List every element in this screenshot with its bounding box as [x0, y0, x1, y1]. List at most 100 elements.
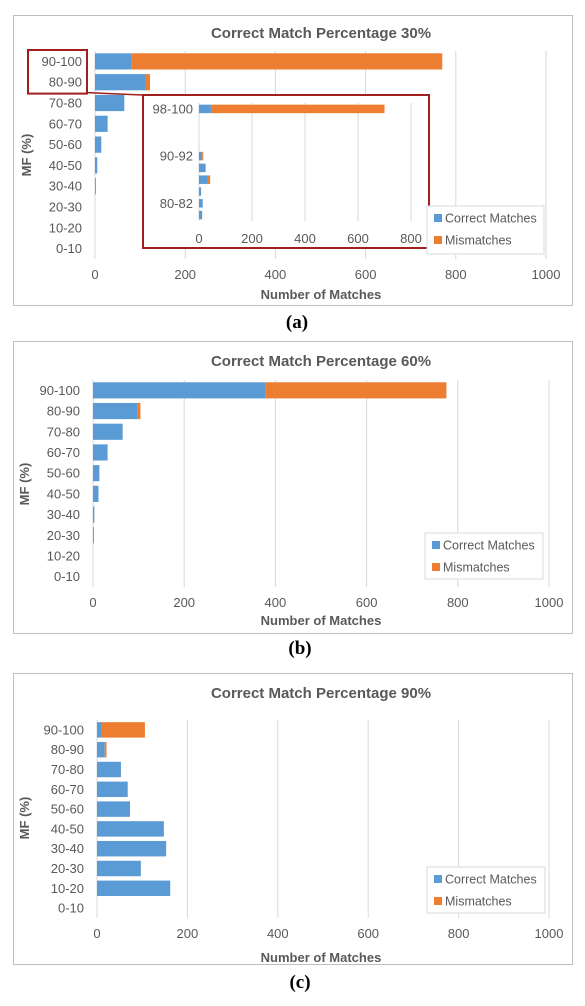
inset-correct-bar [199, 175, 208, 184]
legend-box [426, 866, 546, 914]
y-axis-title: MF (%) [17, 463, 32, 506]
legend-swatch [434, 897, 442, 905]
y-tick-label: 90-100 [44, 722, 84, 737]
inset-y-tick-label: 98-100 [153, 101, 193, 116]
correct-bar-50-60 [95, 136, 102, 153]
x-tick-label: 0 [93, 926, 100, 941]
correct-bar-80-90 [93, 402, 138, 420]
y-tick-label: 50-60 [51, 802, 84, 817]
x-axis-title: Number of Matches [261, 287, 382, 302]
correct-bar-50-60 [93, 465, 100, 482]
y-tick-label: 80-90 [51, 742, 84, 757]
mismatch-bar-90-100 [265, 382, 447, 399]
x-tick-label: 1000 [535, 926, 564, 941]
correct-bar-90-100 [97, 722, 102, 738]
y-tick-label: 60-70 [49, 116, 82, 131]
chart-0: Correct Match Percentage 30% 0 200 400 600 80… [13, 15, 573, 306]
correct-bar-30-40 [95, 178, 96, 195]
inset-frame [142, 94, 430, 249]
y-tick-label: 10-20 [47, 548, 80, 563]
legend-swatch [434, 236, 442, 244]
inset-mismatch-bar [202, 151, 204, 161]
y-tick-label: 10-20 [49, 220, 82, 235]
correct-bar-30-40 [93, 506, 95, 523]
x-tick-label: 0 [91, 267, 98, 282]
y-tick-label: 70-80 [47, 424, 80, 439]
inset-connector [86, 91, 144, 96]
y-tick-label: 60-70 [47, 445, 80, 460]
correct-bar-70-80 [93, 423, 123, 440]
y-tick-label: 70-80 [49, 96, 82, 111]
x-tick-label: 400 [267, 926, 289, 941]
y-axis-title: MF (%) [19, 134, 34, 177]
mismatch-bar-80-90 [145, 74, 151, 91]
y-tick-label: 30-40 [49, 179, 82, 194]
x-tick-label: 800 [445, 267, 467, 282]
x-tick-label: 200 [174, 267, 196, 282]
y-tick-label: 20-30 [51, 861, 84, 876]
inset-chart: 0 200 400 600 800 98-100 90-92 80-82 [27, 49, 430, 249]
y-tick-label: 10-20 [51, 881, 84, 896]
correct-bar-70-80 [95, 94, 125, 112]
x-axis-title: Number of Matches [261, 950, 382, 965]
correct-bar-80-90 [97, 741, 105, 758]
y-tick-label: 30-40 [51, 841, 84, 856]
y-tick-label: 20-30 [49, 200, 82, 215]
correct-bar-20-30 [97, 860, 141, 877]
correct-bar-90-100 [95, 53, 132, 70]
correct-bar-40-50 [97, 821, 164, 837]
legend-swatch [432, 541, 440, 549]
correct-bar-80-90 [95, 74, 146, 91]
legend-label: Mismatches [445, 895, 512, 909]
x-tick-label: 200 [177, 926, 199, 941]
chart-title: Correct Match Percentage 60% [211, 353, 431, 370]
correct-bar-50-60 [97, 801, 130, 817]
inset-x-tick-label: 800 [400, 231, 422, 246]
mismatch-bar-80-90 [104, 741, 107, 758]
legend-label: Correct Matches [445, 873, 537, 887]
y-tick-label: 90-100 [40, 383, 80, 398]
x-tick-label: 400 [265, 267, 287, 282]
mismatch-bar-90-100 [101, 722, 145, 738]
highlight-box [27, 49, 88, 95]
x-tick-label: 600 [357, 926, 379, 941]
y-tick-label: 80-90 [47, 404, 80, 419]
correct-bar-90-100 [93, 382, 266, 399]
inset-correct-bar [199, 199, 203, 208]
inset-y-tick-label: 80-82 [160, 196, 193, 211]
chart-title: Correct Match Percentage 90% [211, 685, 431, 702]
correct-bar-60-70 [93, 444, 108, 461]
correct-bar-60-70 [95, 115, 108, 132]
inset-correct-bar [199, 187, 202, 196]
y-tick-label: 0-10 [54, 569, 80, 584]
inset-correct-bar [199, 163, 206, 173]
y-tick-label: 40-50 [49, 158, 82, 173]
x-tick-label: 1000 [535, 595, 564, 610]
y-tick-label: 0-10 [58, 901, 84, 916]
inset-x-tick-label: 600 [347, 231, 369, 246]
y-tick-label: 0-10 [56, 241, 82, 256]
y-tick-label: 30-40 [47, 507, 80, 522]
chart-title: Correct Match Percentage 30% [211, 25, 431, 42]
y-tick-label: 50-60 [49, 137, 82, 152]
mismatch-bar-90-100 [131, 53, 443, 70]
x-tick-label: 600 [356, 595, 378, 610]
chart-frame [13, 673, 573, 965]
legend-swatch [432, 563, 440, 571]
inset-mismatch-bar [210, 104, 385, 114]
correct-bar-40-50 [93, 485, 99, 502]
legend-swatch [434, 214, 442, 222]
y-tick-label: 40-50 [47, 486, 80, 501]
legend-label: Correct Matches [445, 212, 537, 226]
y-tick-label: 50-60 [47, 466, 80, 481]
figure-caption: (b) [288, 638, 311, 659]
correct-bar-20-30 [93, 527, 94, 544]
y-tick-label: 80-90 [49, 75, 82, 90]
legend: Correct Matches Mismatches [426, 205, 545, 255]
x-tick-label: 600 [355, 267, 377, 282]
inset-correct-bar [199, 104, 211, 114]
correct-bar-60-70 [97, 781, 128, 798]
x-tick-label: 1000 [532, 267, 561, 282]
figure-caption: (a) [286, 312, 308, 333]
